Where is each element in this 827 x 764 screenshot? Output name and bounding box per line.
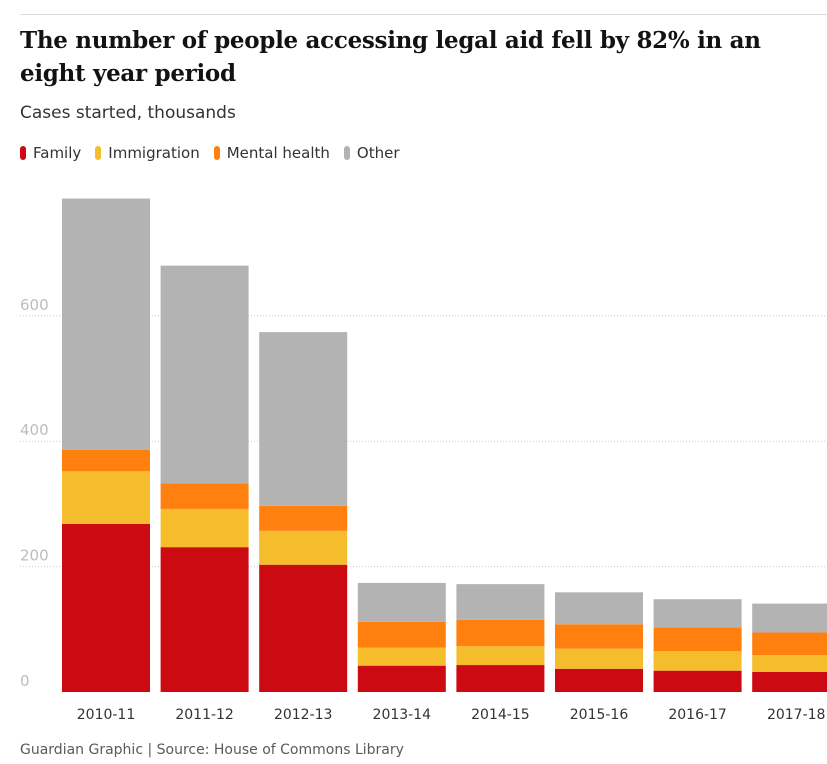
bar-segment-other	[161, 266, 249, 484]
legend-item-other: Other	[344, 144, 400, 162]
legend-swatch	[214, 146, 220, 160]
x-tick-label: 2013-14	[373, 707, 432, 723]
y-tick-label: 200	[20, 547, 49, 565]
bar-segment-other	[555, 592, 643, 624]
x-tick-label: 2015-16	[570, 707, 629, 723]
bar-group-2016-17	[654, 599, 742, 692]
bar-segment-immigration	[654, 651, 742, 670]
bar-segment-family	[161, 547, 249, 692]
bar-segment-mental-health	[62, 450, 150, 471]
x-tick-label: 2011-12	[175, 707, 234, 723]
chart-title: The number of people accessing legal aid…	[20, 24, 800, 90]
bar-segment-family	[259, 565, 347, 692]
bar-segment-other	[358, 583, 446, 622]
bar-segment-other	[62, 199, 150, 450]
x-tick-label: 2010-11	[77, 707, 136, 723]
y-tick-label: 400	[20, 421, 49, 439]
legend-label: Immigration	[108, 144, 199, 162]
bar-segment-family	[358, 666, 446, 692]
legend-swatch	[344, 146, 350, 160]
y-tick-label: 600	[20, 296, 49, 314]
bar-segment-immigration	[161, 509, 249, 547]
bar-group-2010-11	[62, 199, 150, 692]
bar-segment-mental-health	[358, 622, 446, 648]
bar-segment-family	[752, 672, 827, 692]
bar-segment-family	[654, 671, 742, 692]
bar-segment-immigration	[62, 471, 150, 524]
bar-group-2014-15	[456, 584, 544, 692]
bar-segment-immigration	[752, 655, 827, 672]
x-tick-label: 2016-17	[668, 707, 727, 723]
legend-label: Family	[33, 144, 81, 162]
stacked-bar-chart: 0 200 400 600 2010-11 2011-12 2012-13 2013-14 20…	[0, 180, 827, 735]
legend-swatch	[20, 146, 26, 160]
x-tick-label: 2014-15	[471, 707, 530, 723]
legend-label: Other	[357, 144, 400, 162]
bar-segment-immigration	[456, 646, 544, 665]
source-credit: Guardian Graphic | Source: House of Comm…	[20, 742, 404, 758]
bar-group-2013-14	[358, 583, 446, 692]
x-tick-label: 2017-18	[767, 707, 826, 723]
y-tick-label: 0	[20, 672, 30, 690]
bar-segment-mental-health	[752, 632, 827, 655]
legend-label: Mental health	[227, 144, 330, 162]
bar-group-2017-18	[752, 604, 827, 692]
legend-item-mental-health: Mental health	[214, 144, 330, 162]
legend-item-immigration: Immigration	[95, 144, 199, 162]
bar-segment-family	[555, 669, 643, 692]
legend-item-family: Family	[20, 144, 81, 162]
chart-subtitle: Cases started, thousands	[20, 103, 236, 123]
bar-segment-family	[456, 665, 544, 692]
bar-segment-other	[456, 584, 544, 620]
bar-segment-other	[752, 604, 827, 633]
bar-segment-immigration	[358, 647, 446, 665]
top-rule	[20, 14, 827, 15]
legend: Family Immigration Mental health Other	[20, 144, 413, 162]
x-tick-label: 2012-13	[274, 707, 333, 723]
bar-group-2012-13	[259, 332, 347, 692]
bar-segment-mental-health	[654, 627, 742, 651]
bar-segment-mental-health	[555, 624, 643, 648]
legend-swatch	[95, 146, 101, 160]
bar-segment-other	[654, 599, 742, 627]
bar-group-2011-12	[161, 266, 249, 692]
bar-segment-mental-health	[259, 506, 347, 531]
bar-segment-immigration	[259, 531, 347, 565]
bar-segment-mental-health	[456, 620, 544, 646]
bar-group-2015-16	[555, 592, 643, 692]
bar-segment-immigration	[555, 649, 643, 669]
bar-segment-family	[62, 524, 150, 692]
bar-segment-mental-health	[161, 483, 249, 509]
bar-segment-other	[259, 332, 347, 506]
